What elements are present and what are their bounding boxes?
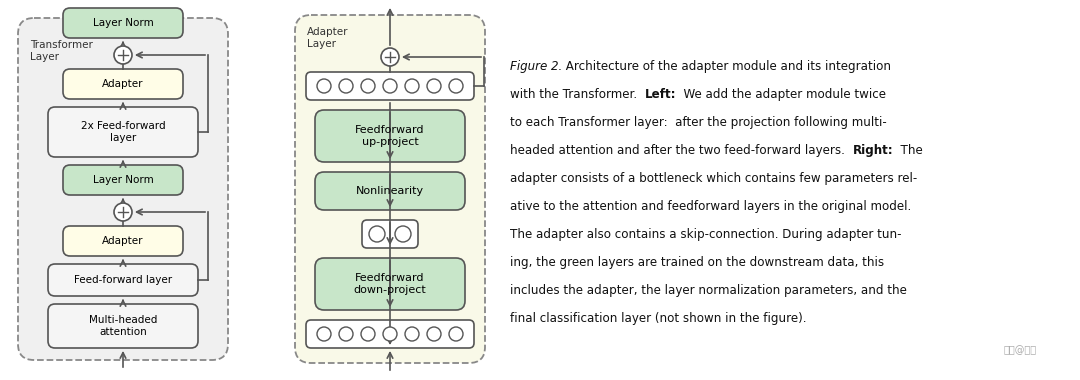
Text: to each Transformer layer:  after the projection following multi-: to each Transformer layer: after the pro… xyxy=(510,116,887,129)
Circle shape xyxy=(449,327,463,341)
Circle shape xyxy=(361,327,375,341)
FancyBboxPatch shape xyxy=(295,15,485,363)
Circle shape xyxy=(369,226,384,242)
Circle shape xyxy=(114,203,132,221)
FancyBboxPatch shape xyxy=(315,172,465,210)
Circle shape xyxy=(381,48,399,66)
Text: Layer Norm: Layer Norm xyxy=(93,175,153,185)
Circle shape xyxy=(318,327,330,341)
Text: 知乎@徐龙: 知乎@徐龙 xyxy=(1003,345,1037,355)
Text: 2x Feed-forward
layer: 2x Feed-forward layer xyxy=(81,121,165,143)
Text: adapter consists of a bottleneck which contains few parameters rel-: adapter consists of a bottleneck which c… xyxy=(510,172,917,185)
Text: Architecture of the adapter module and its integration: Architecture of the adapter module and i… xyxy=(563,60,891,73)
Text: headed attention and after the two feed-forward layers.: headed attention and after the two feed-… xyxy=(510,144,852,157)
Text: The adapter also contains a skip-connection. During adapter tun-: The adapter also contains a skip-connect… xyxy=(510,228,902,241)
FancyBboxPatch shape xyxy=(63,226,183,256)
Text: with the Transformer.: with the Transformer. xyxy=(510,88,645,101)
Text: Nonlinearity: Nonlinearity xyxy=(356,186,424,196)
Circle shape xyxy=(395,226,411,242)
Circle shape xyxy=(383,327,397,341)
Text: ing, the green layers are trained on the downstream data, this: ing, the green layers are trained on the… xyxy=(510,256,885,269)
Circle shape xyxy=(383,79,397,93)
Circle shape xyxy=(405,327,419,341)
Text: Transformer
Layer: Transformer Layer xyxy=(30,40,93,62)
Text: Adapter: Adapter xyxy=(103,236,144,246)
FancyBboxPatch shape xyxy=(306,72,474,100)
FancyBboxPatch shape xyxy=(315,258,465,310)
Circle shape xyxy=(449,79,463,93)
Text: Feedforward
up-project: Feedforward up-project xyxy=(355,125,424,147)
FancyBboxPatch shape xyxy=(306,320,474,348)
Circle shape xyxy=(114,46,132,64)
FancyBboxPatch shape xyxy=(63,69,183,99)
Circle shape xyxy=(339,79,353,93)
Circle shape xyxy=(318,79,330,93)
Text: Adapter: Adapter xyxy=(103,79,144,89)
Text: Figure 2.: Figure 2. xyxy=(510,60,563,73)
Text: Feed-forward layer: Feed-forward layer xyxy=(73,275,172,285)
FancyBboxPatch shape xyxy=(48,264,198,296)
Text: ative to the attention and feedforward layers in the original model.: ative to the attention and feedforward l… xyxy=(510,200,912,213)
FancyBboxPatch shape xyxy=(315,110,465,162)
Circle shape xyxy=(427,327,441,341)
Text: Feedforward
down-project: Feedforward down-project xyxy=(353,273,427,295)
Text: Layer Norm: Layer Norm xyxy=(93,18,153,28)
Text: final classification layer (not shown in the figure).: final classification layer (not shown in… xyxy=(510,312,807,325)
Text: Left:: Left: xyxy=(645,88,676,101)
FancyBboxPatch shape xyxy=(48,107,198,157)
Text: The: The xyxy=(893,144,922,157)
Text: We add the adapter module twice: We add the adapter module twice xyxy=(676,88,886,101)
FancyBboxPatch shape xyxy=(18,18,228,360)
Circle shape xyxy=(361,79,375,93)
Text: includes the adapter, the layer normalization parameters, and the: includes the adapter, the layer normaliz… xyxy=(510,284,907,297)
Text: Adapter
Layer: Adapter Layer xyxy=(307,27,349,49)
Text: Right:: Right: xyxy=(852,144,893,157)
Circle shape xyxy=(339,327,353,341)
FancyBboxPatch shape xyxy=(63,165,183,195)
Text: Multi-headed
attention: Multi-headed attention xyxy=(89,315,158,337)
FancyBboxPatch shape xyxy=(362,220,418,248)
FancyBboxPatch shape xyxy=(63,8,183,38)
Circle shape xyxy=(405,79,419,93)
Circle shape xyxy=(427,79,441,93)
FancyBboxPatch shape xyxy=(48,304,198,348)
